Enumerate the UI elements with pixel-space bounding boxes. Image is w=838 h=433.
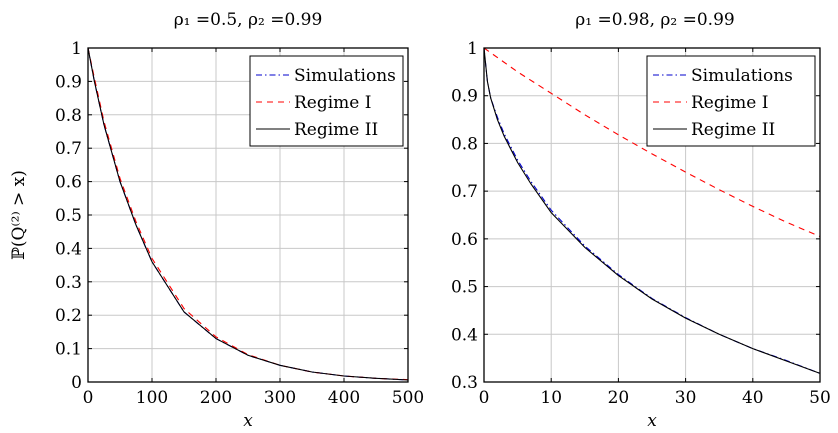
- legend-box: [249, 55, 404, 147]
- y-tick-label: 0: [71, 373, 82, 393]
- series-regime-ii: [87, 47, 409, 381]
- right-panel: ρ₁ =0.98, ρ₂ =0.99 0 10 20 30 40 500.30.40.50…: [451, 10, 831, 431]
- y-tick-label: 0.4: [451, 325, 478, 345]
- left-panel-ylabel: ℙ(Q⁽²⁾ > x): [9, 170, 29, 260]
- y-tick-label: 0.6: [451, 230, 478, 250]
- y-tick-label: 0.7: [451, 182, 478, 202]
- x-tick-label: 500: [392, 388, 424, 408]
- right-panel-xlabel: x: [647, 411, 657, 431]
- x-tick-label: 10: [540, 388, 562, 408]
- legend-label: Regime II: [691, 120, 775, 140]
- y-tick-label: 1: [71, 39, 82, 59]
- right-panel-legend: Simulations Regime I Regime II: [646, 55, 816, 147]
- left-panel-ticks: 0 100 200 300 400 500 0 0.1 0.2 0.3 0.4 0.5 0.6 0.7 0.…: [55, 39, 424, 408]
- left-panel-series: [87, 47, 409, 381]
- y-tick-label: 0.8: [451, 134, 478, 154]
- y-tick-label: 1: [467, 39, 478, 59]
- x-tick-label: 100: [136, 388, 168, 408]
- series-regime-i: [483, 47, 821, 238]
- left-panel-title: ρ₁ =0.5, ρ₂ =0.99: [174, 10, 323, 30]
- legend-label: Regime I: [691, 93, 768, 113]
- series-regime-ii: [483, 47, 821, 374]
- legend-label: Regime I: [294, 93, 371, 113]
- legend-label: Simulations: [691, 66, 793, 86]
- right-panel-ticks: 0 10 20 30 40 50 0.3 0.4 0.5 0.6 0.7 0.8 0.9 1: [451, 39, 831, 408]
- x-tick-label: 200: [200, 388, 232, 408]
- x-tick-label: 40: [742, 388, 764, 408]
- y-tick-label: 0.5: [451, 278, 478, 298]
- right-panel-frame: [483, 47, 821, 383]
- left-panel: ρ₁ =0.5, ρ₂ =0.99 0 100 200 300 400 500 0 0.1 0.…: [9, 10, 424, 431]
- y-tick-label: 0.3: [451, 373, 478, 393]
- x-tick-label: 50: [809, 388, 831, 408]
- y-tick-label: 0.1: [55, 340, 82, 360]
- x-tick-label: 30: [675, 388, 697, 408]
- x-tick-label: 400: [328, 388, 360, 408]
- right-panel-series: [483, 47, 821, 374]
- legend-label: Regime II: [294, 120, 378, 140]
- x-tick-label: 20: [608, 388, 630, 408]
- y-tick-label: 0.8: [55, 106, 82, 126]
- y-tick-label: 0.3: [55, 273, 82, 293]
- y-tick-label: 0.4: [55, 239, 82, 259]
- left-panel-legend: Simulations Regime I Regime II: [249, 55, 404, 147]
- y-tick-label: 0.7: [55, 139, 82, 159]
- y-tick-label: 0.5: [55, 206, 82, 226]
- x-tick-label: 0: [83, 388, 94, 408]
- y-tick-label: 0.6: [55, 173, 82, 193]
- legend-box: [646, 55, 816, 147]
- left-panel-xlabel: x: [243, 411, 253, 431]
- y-tick-label: 0.9: [55, 72, 82, 92]
- x-tick-label: 300: [264, 388, 296, 408]
- x-tick-label: 0: [479, 388, 490, 408]
- legend-label: Simulations: [294, 66, 396, 86]
- y-tick-label: 0.2: [55, 306, 82, 326]
- y-tick-label: 0.9: [451, 87, 478, 107]
- right-panel-title: ρ₁ =0.98, ρ₂ =0.99: [575, 10, 734, 30]
